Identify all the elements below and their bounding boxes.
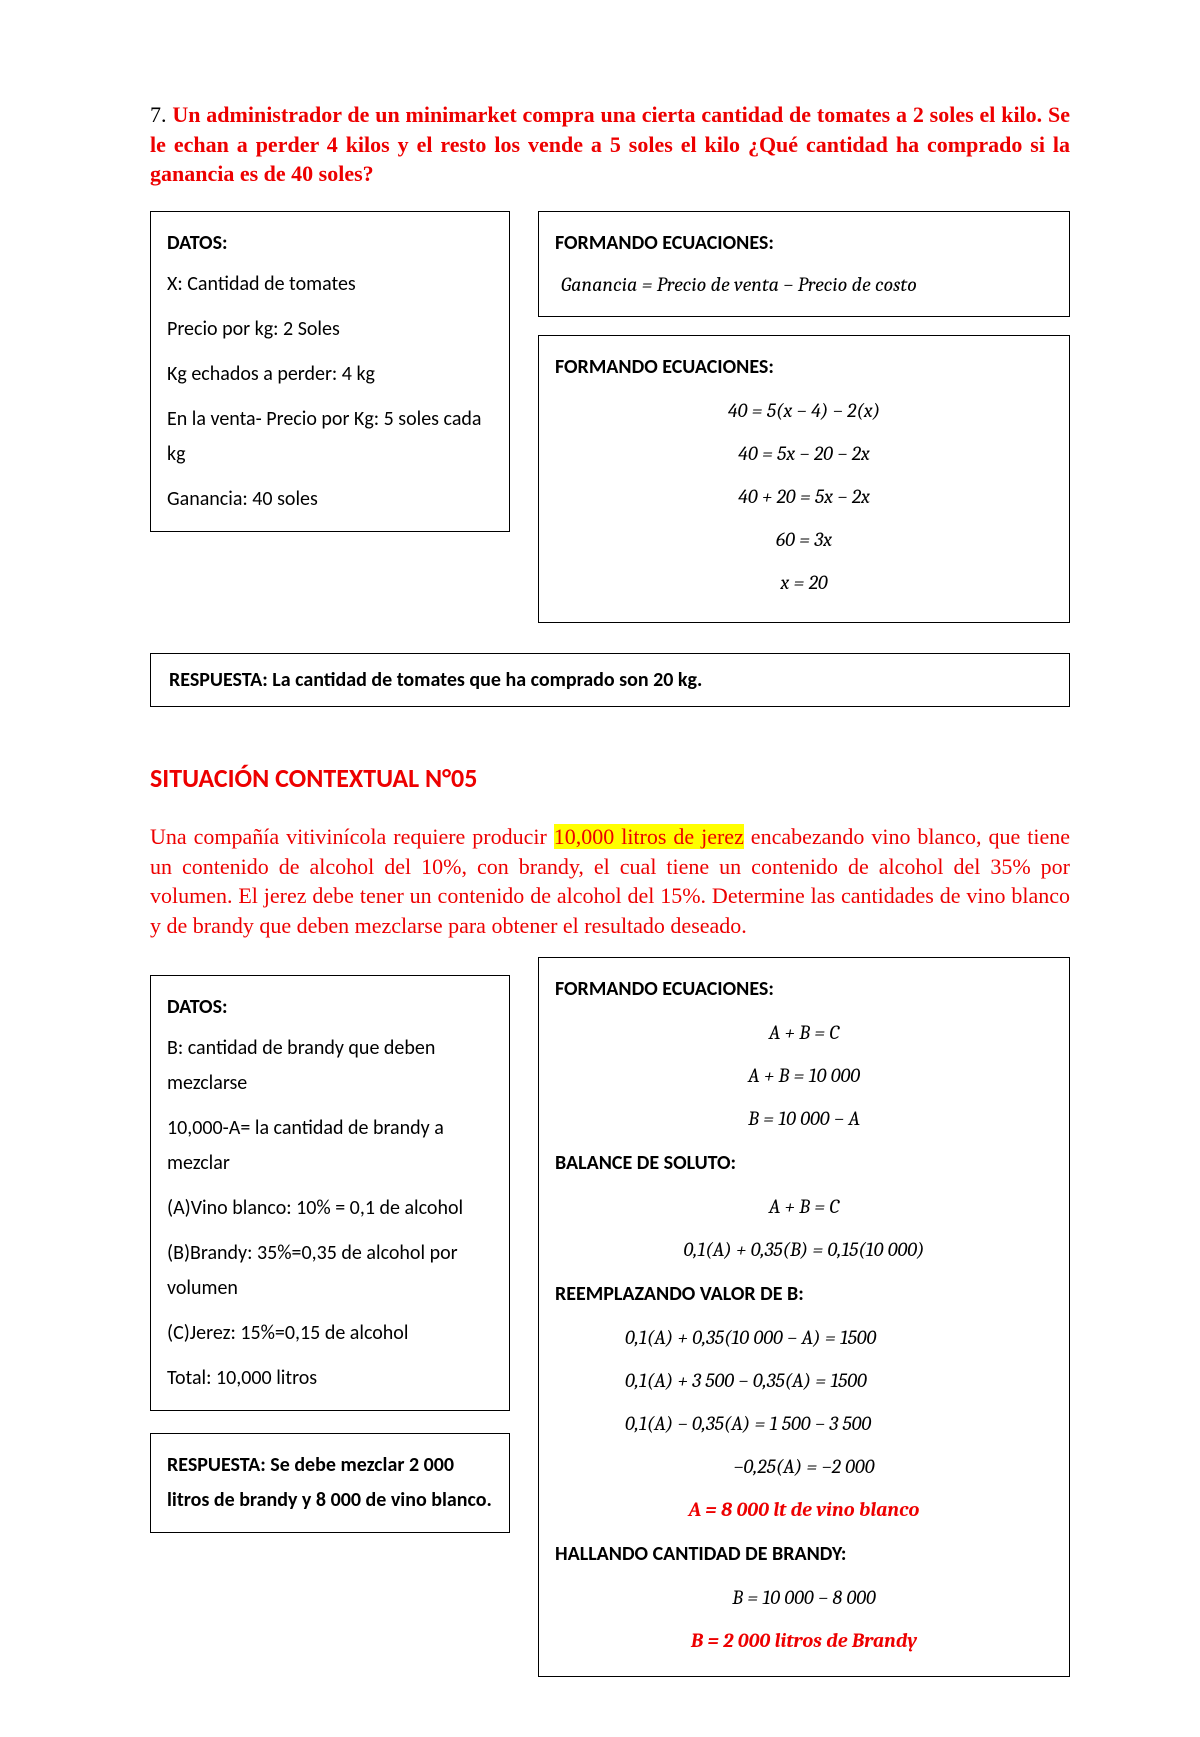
reemp-line: −0,25(A) = −2 000 bbox=[555, 1449, 1053, 1484]
balance-line: A + B = C bbox=[555, 1189, 1053, 1224]
balance-title: BALANCE DE SOLUTO: bbox=[555, 1146, 1053, 1181]
eq-line: B = 10 000 − A bbox=[555, 1101, 1053, 1136]
problem-number: 7. bbox=[150, 102, 167, 127]
eq-step: 40 = 5x − 20 − 2x bbox=[555, 436, 1053, 471]
datos-line: (B)Brandy: 35%=0,35 de alcohol por volum… bbox=[167, 1236, 493, 1306]
problem-text: Un administrador de un minimarket compra… bbox=[150, 102, 1070, 186]
situacion-5-left-col: DATOS: B: cantidad de brandy que deben m… bbox=[150, 957, 510, 1533]
situacion-5-work-row: DATOS: B: cantidad de brandy que deben m… bbox=[150, 957, 1070, 1677]
situacion-5-statement: Una compañía vitivinícola requiere produ… bbox=[150, 822, 1070, 941]
reemp-line: 0,1(A) − 0,35(A) = 1 500 − 3 500 bbox=[555, 1406, 1053, 1441]
situacion-5-work-box: FORMANDO ECUACIONES: A + B = C A + B = 1… bbox=[538, 957, 1070, 1677]
situacion-5-answer: RESPUESTA: Se debe mezclar 2 000 litros … bbox=[150, 1433, 510, 1533]
datos-line: Total: 10,000 litros bbox=[167, 1361, 493, 1396]
statement-highlight: 10,000 litros de jerez bbox=[554, 824, 744, 849]
eq-step: 40 = 5(x − 4) − 2(x) bbox=[555, 393, 1053, 428]
reemp-line: 0,1(A) + 0,35(10 000 − A) = 1500 bbox=[555, 1320, 1053, 1355]
work-title: FORMANDO ECUACIONES: bbox=[555, 972, 1053, 1007]
datos-box: DATOS: X: Cantidad de tomates Precio por… bbox=[150, 211, 510, 532]
datos-line: B: cantidad de brandy que deben mezclars… bbox=[167, 1031, 493, 1101]
eq-step: 40 + 20 = 5x − 2x bbox=[555, 479, 1053, 514]
datos-line: Ganancia: 40 soles bbox=[167, 482, 493, 517]
reemp-line: 0,1(A) + 3 500 − 0,35(A) = 1500 bbox=[555, 1363, 1053, 1398]
eq1-title: FORMANDO ECUACIONES: bbox=[555, 226, 1053, 261]
eq2-title: FORMANDO ECUACIONES: bbox=[555, 350, 1053, 385]
eq-step: 60 = 3x bbox=[555, 522, 1053, 557]
datos-line: 10,000-A= la cantidad de brandy a mezcla… bbox=[167, 1111, 493, 1181]
document-page: 7. Un administrador de un minimarket com… bbox=[0, 0, 1200, 1737]
datos-5-title: DATOS: bbox=[167, 990, 493, 1025]
eq-line: A + B = C bbox=[555, 1015, 1053, 1050]
problem-7-left-col: DATOS: X: Cantidad de tomates Precio por… bbox=[150, 211, 510, 532]
situacion-5-heading: SITUACIÓN CONTEXTUAL N°05 bbox=[150, 762, 1070, 794]
equation-box-2: FORMANDO ECUACIONES: 40 = 5(x − 4) − 2(x… bbox=[538, 335, 1070, 623]
datos-line: Precio por kg: 2 Soles bbox=[167, 312, 493, 347]
result-a: A = 8 000 lt de vino blanco bbox=[555, 1492, 1053, 1527]
reemplazando-title: REEMPLAZANDO VALOR DE B: bbox=[555, 1277, 1053, 1312]
datos-line: (C)Jerez: 15%=0,15 de alcohol bbox=[167, 1316, 493, 1351]
eq1-formula: Ganancia = Precio de venta − Precio de c… bbox=[555, 267, 1053, 302]
datos-line: En la venta- Precio por Kg: 5 soles cada… bbox=[167, 402, 493, 472]
hallando-title: HALLANDO CANTIDAD DE BRANDY: bbox=[555, 1537, 1053, 1572]
problem-7-statement: 7. Un administrador de un minimarket com… bbox=[150, 100, 1070, 189]
result-b: B = 2 000 litros de Brandy bbox=[555, 1623, 1053, 1658]
problem-7-work-row: DATOS: X: Cantidad de tomates Precio por… bbox=[150, 211, 1070, 623]
eq-line: A + B = 10 000 bbox=[555, 1058, 1053, 1093]
datos-title: DATOS: bbox=[167, 226, 493, 261]
equation-box-1: FORMANDO ECUACIONES: Ganancia = Precio d… bbox=[538, 211, 1070, 317]
statement-before: Una compañía vitivinícola requiere produ… bbox=[150, 824, 554, 849]
datos-line: X: Cantidad de tomates bbox=[167, 267, 493, 302]
balance-line: 0,1(A) + 0,35(B) = 0,15(10 000) bbox=[555, 1232, 1053, 1267]
hallando-line: B = 10 000 − 8 000 bbox=[555, 1580, 1053, 1615]
datos-line: Kg echados a perder: 4 kg bbox=[167, 357, 493, 392]
datos-line: (A)Vino blanco: 10% = 0,1 de alcohol bbox=[167, 1191, 493, 1226]
datos-box-5: DATOS: B: cantidad de brandy que deben m… bbox=[150, 975, 510, 1411]
problem-7-answer: RESPUESTA: La cantidad de tomates que ha… bbox=[150, 653, 1070, 707]
eq-step: x = 20 bbox=[555, 565, 1053, 600]
problem-7-right-col: FORMANDO ECUACIONES: Ganancia = Precio d… bbox=[538, 211, 1070, 623]
